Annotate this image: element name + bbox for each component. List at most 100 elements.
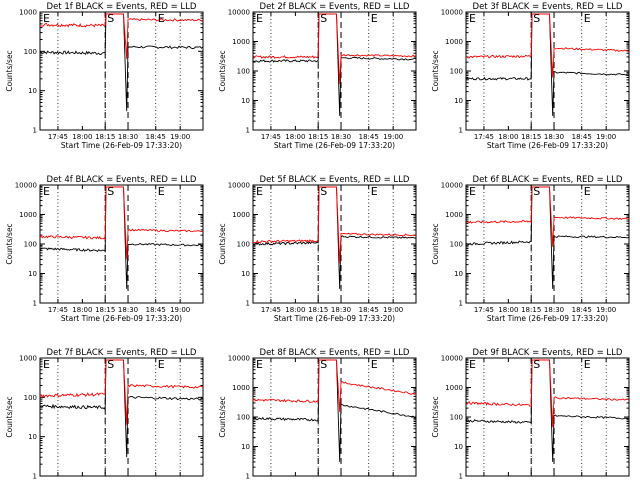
interval-marker: E (584, 12, 591, 25)
interval-marker: E (256, 12, 263, 25)
x-tick-label: 19:00 (383, 306, 403, 314)
y-tick-label: 10 (241, 270, 250, 278)
y-tick-label: 1000 (19, 355, 37, 363)
interval-marker: E (158, 185, 165, 198)
panel-title: Det 1f BLACK = Events, RED = LLD (47, 2, 197, 12)
x-tick-label: 18:00 (72, 133, 92, 141)
interval-marker: E (371, 12, 378, 25)
x-tick-label: 18:00 (285, 306, 305, 314)
y-tick-label: 10000 (15, 182, 37, 190)
interval-marker: S (320, 185, 327, 198)
y-tick-label: 1 (459, 300, 463, 308)
y-axis-label: Counts/sec (5, 396, 14, 437)
x-tick-label: 18:30 (544, 306, 564, 314)
interval-marker: E (371, 358, 378, 371)
x-axis-label: Start Time (26-Feb-09 17:33:20) (61, 314, 182, 323)
x-tick-label: 18:00 (498, 133, 518, 141)
series-events (252, 186, 416, 289)
x-tick-label: 18:45 (359, 306, 379, 314)
y-tick-label: 10 (28, 87, 37, 95)
series-events (465, 186, 630, 289)
panel-det-5: Det 5f BLACK = Events, RED = LLD 1 10 100 10… (218, 175, 417, 323)
interval-marker: E (43, 185, 50, 198)
x-tick-label: 18:30 (544, 133, 564, 141)
y-tick-label: 100 (450, 68, 463, 76)
interval-marker: S (533, 358, 540, 371)
x-axis-label: Start Time (26-Feb-09 17:33:20) (487, 141, 608, 150)
x-tick-label: 19:00 (170, 133, 190, 141)
y-axis-label: Counts/sec (218, 50, 227, 91)
x-tick-label: 18:30 (118, 133, 138, 141)
x-axis-label: Start Time (26-Feb-09 17:33:20) (487, 314, 608, 323)
interval-marker: E (256, 358, 263, 371)
y-tick-label: 10000 (228, 182, 250, 190)
x-tick-label: 19:00 (596, 306, 616, 314)
panel-title: Det 8f BLACK = Events, RED = LLD (260, 348, 410, 358)
x-axis-label: Start Time (26-Feb-09 17:33:20) (274, 141, 395, 150)
y-tick-label: 1 (459, 473, 463, 480)
series-events (252, 13, 417, 116)
interval-marker: S (320, 358, 327, 371)
y-tick-label: 1 (33, 300, 37, 308)
panel-title: Det 9f BLACK = Events, RED = LLD (473, 348, 623, 358)
y-tick-label: 100 (237, 68, 250, 76)
y-axis-label: Counts/sec (431, 223, 440, 264)
plot-frame (465, 184, 630, 304)
panel-title: Det 7f BLACK = Events, RED = LLD (47, 348, 197, 358)
interval-marker: E (158, 12, 165, 25)
interval-marker: E (43, 12, 50, 25)
y-tick-label: 100 (24, 48, 37, 56)
panel-det-8: Det 8f BLACK = Events, RED = LLD 1 10 100 10… (218, 348, 417, 480)
y-axis-label: Counts/sec (5, 50, 14, 91)
y-tick-label: 1 (33, 127, 37, 135)
series-lld (465, 359, 630, 428)
interval-marker: S (533, 12, 540, 25)
y-tick-label: 1000 (232, 38, 250, 46)
x-axis-label: Start Time (26-Feb-09 17:33:20) (61, 141, 182, 150)
y-tick-label: 1000 (19, 9, 37, 17)
series-lld (39, 13, 204, 60)
panel-det-9: Det 9f BLACK = Events, RED = LLD 1 10 100 10… (431, 348, 630, 480)
panel-det-3: Det 3f BLACK = Events, RED = LLD 1 10 100 10… (431, 2, 630, 150)
x-tick-label: 18:45 (359, 133, 379, 141)
y-tick-label: 1000 (19, 211, 37, 219)
series-lld (465, 186, 630, 247)
series-events (39, 359, 203, 458)
interval-marker: E (584, 185, 591, 198)
series-lld (39, 186, 204, 260)
y-tick-label: 100 (24, 394, 37, 402)
x-tick-label: 18:15 (521, 306, 541, 314)
x-axis-label: Start Time (26-Feb-09 17:33:20) (274, 314, 395, 323)
y-tick-label: 100 (237, 241, 250, 249)
x-tick-label: 18:45 (146, 133, 166, 141)
x-tick-label: 18:30 (331, 133, 351, 141)
y-tick-label: 10000 (228, 9, 250, 17)
interval-marker: S (533, 185, 540, 198)
x-tick-label: 18:15 (308, 306, 328, 314)
y-tick-label: 10000 (441, 355, 463, 363)
y-tick-label: 1 (246, 127, 250, 135)
x-tick-label: 17:45 (261, 133, 281, 141)
x-tick-label: 18:45 (572, 306, 592, 314)
x-tick-label: 19:00 (383, 133, 403, 141)
x-tick-label: 18:15 (308, 133, 328, 141)
series-lld (252, 359, 417, 412)
series-events (39, 186, 204, 289)
x-tick-label: 17:45 (48, 133, 68, 141)
interval-marker: E (469, 12, 476, 25)
x-tick-label: 18:45 (572, 133, 592, 141)
interval-marker: S (107, 358, 114, 371)
y-tick-label: 1000 (445, 38, 463, 46)
panel-title: Det 2f BLACK = Events, RED = LLD (260, 2, 410, 12)
interval-marker: E (43, 358, 50, 371)
y-tick-label: 100 (237, 414, 250, 422)
y-axis-label: Counts/sec (5, 223, 14, 264)
interval-marker: S (107, 185, 114, 198)
plot-frame (39, 357, 204, 477)
y-tick-label: 1000 (232, 384, 250, 392)
x-tick-label: 19:00 (170, 306, 190, 314)
x-tick-label: 17:45 (48, 306, 68, 314)
y-tick-label: 10000 (228, 355, 250, 363)
y-axis-label: Counts/sec (218, 396, 227, 437)
